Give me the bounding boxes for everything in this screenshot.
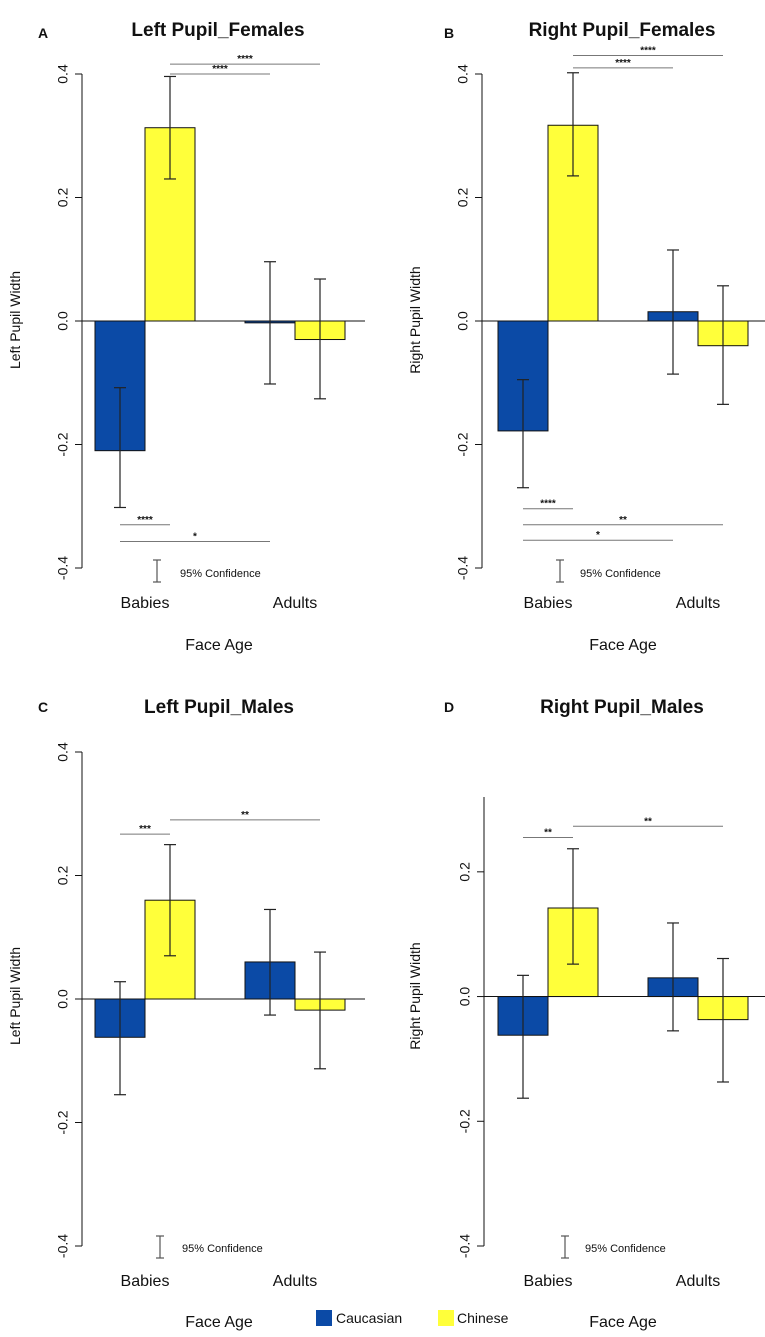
y-tick-label: -0.2 <box>55 1110 71 1134</box>
x-axis-label: Face Age <box>185 637 253 654</box>
y-axis-label: Right Pupil Width <box>407 266 423 373</box>
significance-stars: **** <box>237 54 253 65</box>
error-bar <box>517 379 529 489</box>
panel-d: D Right Pupil_Males -0.4 -0.2 0.0 0.2 Right Pu… <box>407 697 765 1331</box>
error-bar <box>517 974 529 1099</box>
x-axis-label: Face Age <box>589 637 657 654</box>
y-tick-label: -0.4 <box>457 1234 473 1258</box>
confidence-legend: 95% Confidence <box>561 1235 666 1259</box>
confidence-label: 95% Confidence <box>180 568 261 580</box>
error-bar <box>717 957 729 1083</box>
x-category-label: Babies <box>524 595 573 612</box>
x-category-label: Adults <box>273 1273 317 1290</box>
y-tick-label: -0.4 <box>55 556 71 580</box>
x-category-label: Adults <box>273 595 317 612</box>
panel-label: B <box>444 25 454 41</box>
significance-stars: **** <box>640 45 656 56</box>
panel-title: Left Pupil_Females <box>131 20 304 41</box>
panel-title: Left Pupil_Males <box>144 697 294 718</box>
error-bar <box>717 285 729 405</box>
confidence-label: 95% Confidence <box>580 568 661 580</box>
panel-title: Right Pupil_Females <box>529 20 716 41</box>
error-bar <box>567 72 579 177</box>
error-bar <box>314 951 326 1070</box>
legend-swatch-caucasian <box>316 1310 332 1326</box>
confidence-legend: 95% Confidence <box>153 559 261 583</box>
error-bar <box>264 261 276 385</box>
y-tick-label: -0.2 <box>457 1109 473 1133</box>
confidence-label: 95% Confidence <box>182 1243 263 1255</box>
panel-label: C <box>38 699 48 715</box>
significance-stars: ** <box>544 828 552 839</box>
y-tick-label: 0.0 <box>457 987 473 1007</box>
error-bar <box>567 848 579 965</box>
y-axis-label: Left Pupil Width <box>7 271 23 369</box>
y-tick-label: 0.0 <box>55 989 71 1009</box>
error-bar <box>164 75 176 180</box>
significance-stars: **** <box>137 515 153 526</box>
panel-title: Right Pupil_Males <box>540 697 704 718</box>
error-bar <box>114 387 126 509</box>
legend: Caucasian Chinese <box>316 1310 509 1326</box>
y-tick-label: 0.2 <box>455 188 471 208</box>
panel-c: C Left Pupil_Males -0.4 -0.2 0.0 0.2 0.4 Left P… <box>7 697 365 1331</box>
error-bar <box>314 278 326 400</box>
y-tick-label: 0.4 <box>55 64 71 84</box>
y-tick-label: -0.2 <box>455 432 471 456</box>
error-bar <box>114 981 126 1096</box>
x-category-label: Adults <box>676 1273 720 1290</box>
significance-stars: ** <box>619 515 627 526</box>
significance-stars: *** <box>139 824 151 835</box>
error-bar <box>667 922 679 1032</box>
confidence-legend: 95% Confidence <box>156 1235 263 1259</box>
error-bar <box>667 249 679 375</box>
confidence-legend: 95% Confidence <box>556 559 661 583</box>
legend-swatch-chinese <box>438 1310 454 1326</box>
y-tick-label: 0.2 <box>55 866 71 886</box>
y-tick-label: -0.4 <box>55 1234 71 1258</box>
panel-b: B Right Pupil_Females -0.4 -0.2 0.0 0.2 0.4 Rig… <box>407 20 765 654</box>
significance-stars: **** <box>212 64 228 75</box>
y-tick-label: 0.0 <box>55 311 71 331</box>
error-bar <box>164 844 176 957</box>
panel-label: A <box>38 25 48 41</box>
y-axis-label: Left Pupil Width <box>7 947 23 1045</box>
x-category-label: Babies <box>524 1273 573 1290</box>
legend-label-caucasian: Caucasian <box>336 1310 402 1326</box>
significance-stars: ** <box>241 810 249 821</box>
x-category-label: Babies <box>121 1273 170 1290</box>
significance-stars: **** <box>540 499 556 510</box>
y-tick-label: 0.2 <box>55 188 71 208</box>
y-tick-label: 0.4 <box>55 742 71 762</box>
y-tick-label: 0.4 <box>455 64 471 84</box>
confidence-label: 95% Confidence <box>585 1243 666 1255</box>
y-tick-label: 0.0 <box>455 311 471 331</box>
x-category-label: Adults <box>676 595 720 612</box>
y-axis-label: Right Pupil Width <box>407 942 423 1049</box>
x-category-label: Babies <box>121 595 170 612</box>
panel-label: D <box>444 699 454 715</box>
significance-stars: ** <box>644 816 652 827</box>
error-bar <box>264 908 276 1016</box>
significance-stars: * <box>193 531 197 542</box>
y-tick-label: -0.2 <box>55 432 71 456</box>
legend-label-chinese: Chinese <box>457 1310 509 1326</box>
significance-stars: **** <box>615 58 631 69</box>
significance-stars: * <box>596 530 600 541</box>
x-axis-label: Face Age <box>589 1314 657 1331</box>
y-tick-label: 0.2 <box>457 862 473 882</box>
panel-a: A Left Pupil_Females -0.4 -0.2 0.0 0.2 0.4 Left… <box>7 20 365 654</box>
y-tick-label: -0.4 <box>455 556 471 580</box>
x-axis-label: Face Age <box>185 1314 253 1331</box>
